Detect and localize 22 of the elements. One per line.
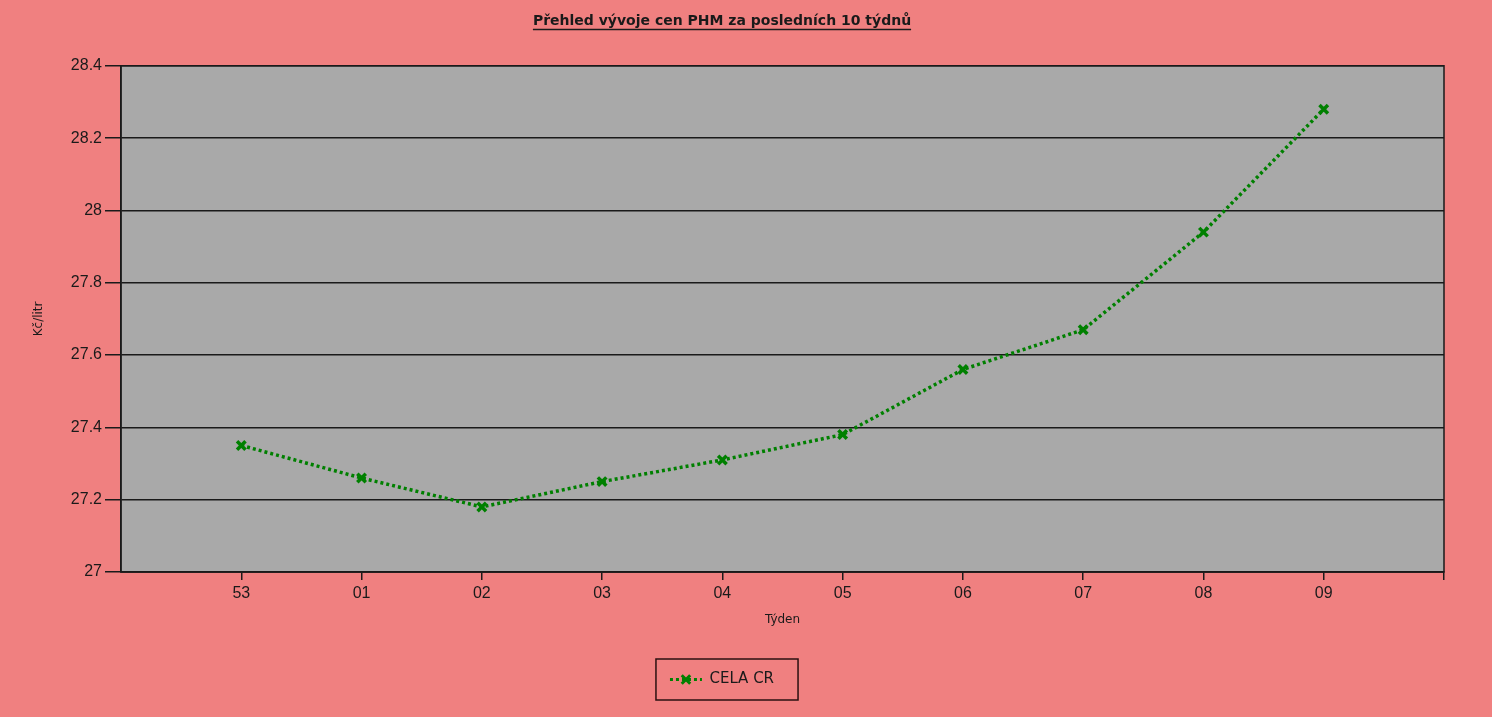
x-tick-label: 02	[472, 584, 491, 602]
x-tick-label: 09	[1314, 584, 1333, 602]
x-tick-label: 03	[593, 584, 612, 602]
y-tick-label: 27.6	[70, 345, 103, 363]
y-tick-label: 27.4	[70, 417, 103, 435]
x-tick-label: 07	[1074, 584, 1093, 602]
y-tick-label: 27.2	[70, 490, 103, 508]
x-tick-label: 04	[713, 584, 732, 602]
x-tick-label: 53	[232, 584, 251, 602]
y-tick-label: 27	[84, 562, 103, 580]
x-tick-label: 05	[833, 584, 852, 602]
legend-label: CELA CR	[709, 669, 775, 688]
x-axis-title: Týden	[763, 611, 801, 626]
chart-title: Přehled vývoje cen PHM za posledních 10 týdnů	[532, 12, 912, 29]
x-tick-label: 01	[352, 584, 371, 602]
y-tick-label: 28.4	[70, 56, 103, 74]
y-tick-label: 28.2	[70, 128, 103, 146]
x-tick-label: 06	[954, 584, 972, 602]
y-tick-label: 27.8	[70, 273, 103, 291]
y-axis-title: Kč/litr	[31, 301, 46, 337]
x-tick-label: 08	[1194, 584, 1213, 602]
y-tick-label: 28	[84, 200, 103, 218]
